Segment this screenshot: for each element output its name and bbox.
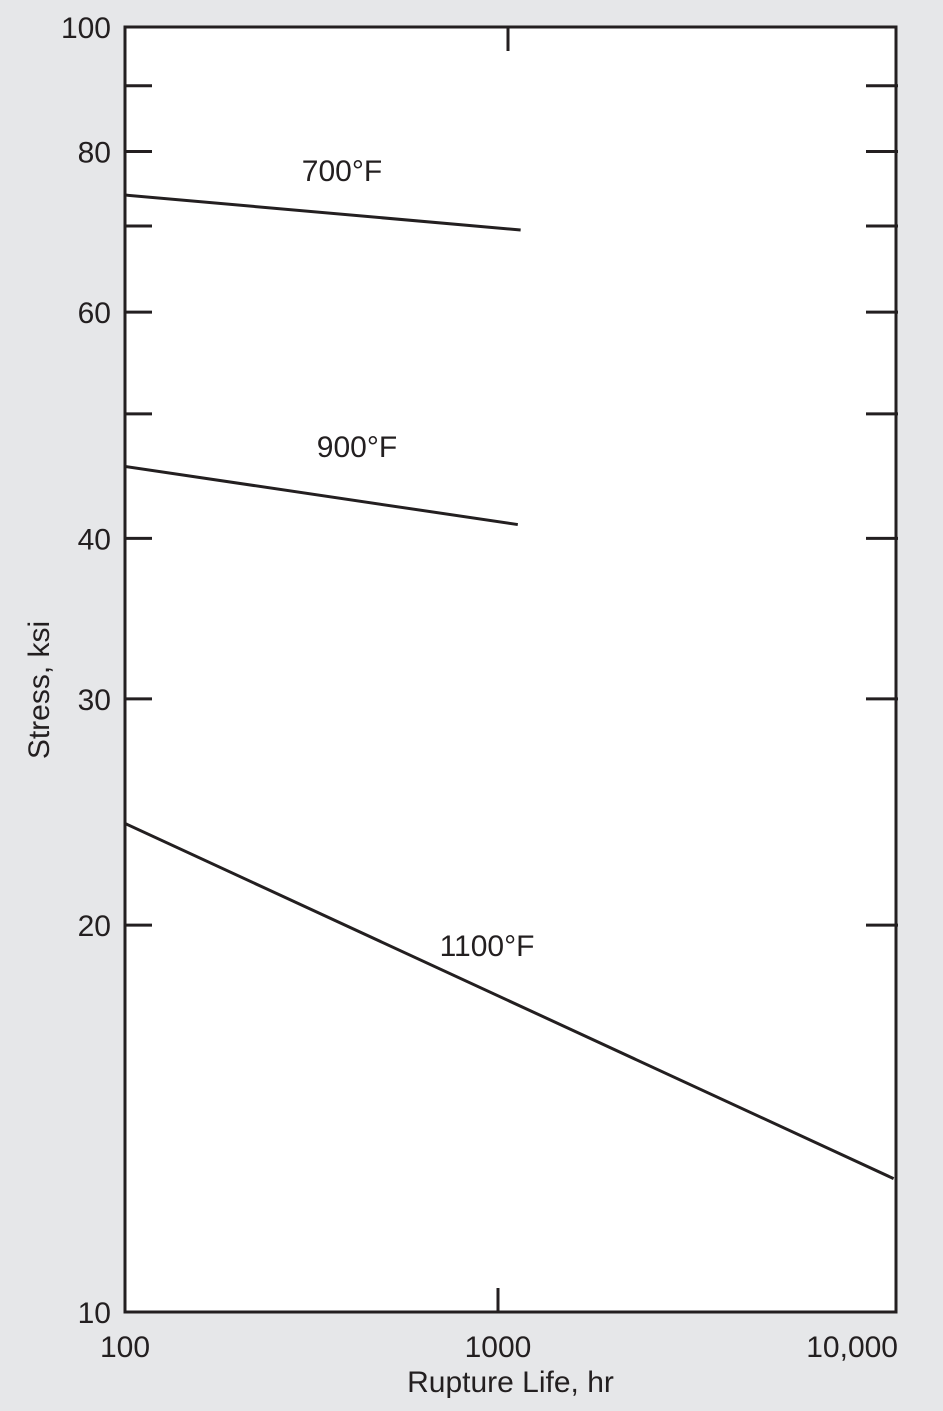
series-line (124, 193, 521, 232)
x-tick-label: 10,000 (806, 1331, 898, 1364)
y-tick-label: 60 (78, 297, 111, 330)
tick-labels: 10 20 30 40 60 80 100 100 1000 10,000 (61, 12, 898, 1364)
ticks (125, 27, 898, 1312)
plot-area (123, 25, 898, 1314)
y-tick-label: 20 (78, 910, 111, 943)
series-label: 700°F (302, 155, 382, 188)
x-axis-title: Rupture Life, hr (407, 1366, 614, 1399)
y-tick-label: 80 (78, 137, 111, 170)
y-axis-title: Stress, ksi (23, 621, 56, 759)
series: 700°F 900°F 1100°F (124, 155, 895, 1180)
series-line (124, 822, 895, 1180)
series-line (124, 464, 519, 527)
series-label: 1100°F (440, 930, 535, 963)
y-tick-label: 10 (78, 1297, 111, 1330)
x-tick-label: 1000 (465, 1331, 532, 1364)
y-tick-label: 30 (78, 684, 111, 717)
x-tick-label: 100 (100, 1331, 150, 1364)
y-tick-label: 100 (61, 12, 111, 45)
y-tick-label: 40 (78, 523, 111, 556)
series-label: 900°F (317, 431, 397, 464)
